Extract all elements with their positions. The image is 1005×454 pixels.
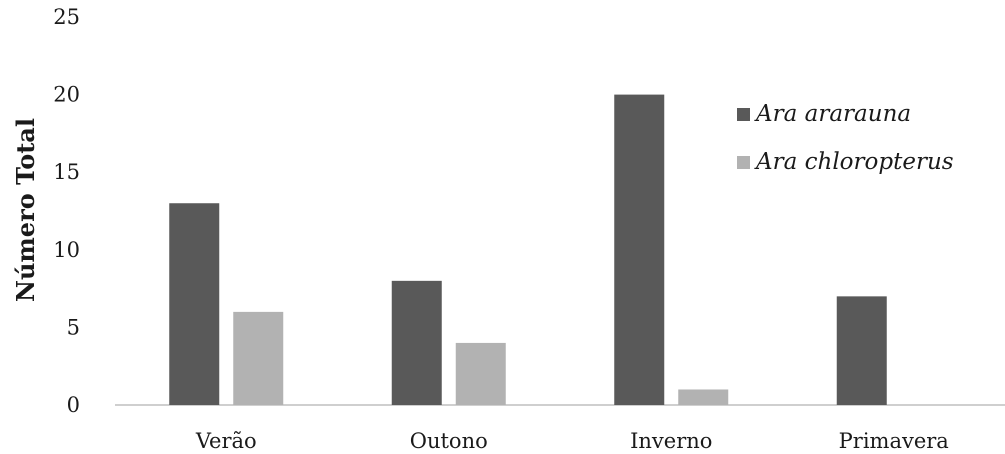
y-tick-label: 10	[53, 238, 80, 262]
legend: Ara ararauna Ara chloropterus	[737, 101, 954, 175]
y-tick-label: 15	[53, 160, 80, 184]
bar-ara-chloropterus-2	[678, 389, 729, 405]
bar-ara-chloropterus-0	[233, 311, 284, 405]
y-tick-label: 0	[67, 393, 80, 417]
x-tick-label: Primavera	[839, 429, 949, 453]
bar-ara-chloropterus-1	[455, 342, 506, 405]
bar-ara-ararauna-1	[391, 280, 442, 405]
legend-label: Ara ararauna	[754, 101, 911, 127]
bar-ara-ararauna-0	[169, 203, 220, 405]
y-axis-label: Número Total	[11, 118, 40, 302]
x-tick-label: Inverno	[630, 429, 712, 453]
legend-swatch	[737, 108, 750, 121]
bar-ara-ararauna-3	[836, 296, 887, 405]
bar-ara-ararauna-2	[614, 94, 665, 405]
legend-label: Ara chloropterus	[754, 149, 954, 175]
x-tick-label: Verão	[195, 429, 257, 453]
y-tick-labels: 0 5 10 15 20 25	[53, 5, 80, 417]
x-tick-label: Outono	[410, 429, 488, 453]
bars	[169, 94, 887, 405]
y-tick-label: 25	[53, 5, 80, 29]
x-tick-labels: Verão Outono Inverno Primavera	[195, 429, 949, 453]
legend-swatch	[737, 156, 750, 169]
y-tick-label: 20	[53, 83, 80, 107]
y-tick-label: 5	[67, 315, 80, 339]
